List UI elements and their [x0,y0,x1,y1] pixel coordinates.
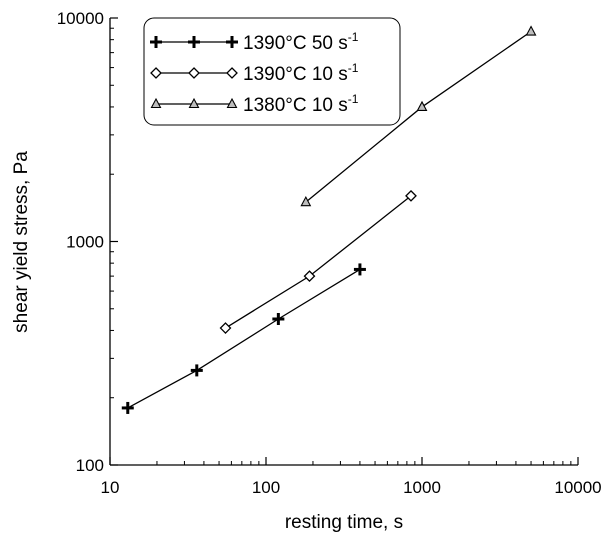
series-3-point [300,195,312,207]
legend-box [143,17,401,126]
series-3-point [416,100,428,111]
legend-marker [226,97,238,109]
y-tick-label: 100 [76,456,104,475]
tick-labels: 10 100 1000 10000 100 1000 10000 [57,9,602,497]
series-1-point [272,313,285,326]
legend-marker [150,36,162,48]
x-tick-label: 100 [252,478,280,497]
series-2-line [225,195,412,329]
series-layer [121,25,537,414]
legend-marker [188,97,200,109]
legend-marker [226,36,238,48]
legend-label: 1390°C 10 s-1 [243,61,359,85]
legend-marker [150,97,162,109]
x-tick-label: 10 [101,478,120,497]
legend-label: 1390°C 50 s-1 [243,30,359,54]
y-tick-label: 1000 [66,233,104,252]
y-axis-title: shear yield stress, Pa [11,151,32,333]
legend-marker [188,36,200,48]
series-2-point [219,322,232,334]
legend-marker [188,67,200,79]
series-3 [300,25,537,207]
series-1-point [190,364,203,377]
series-2-point [303,270,316,283]
series-2-point [405,189,417,202]
legend-marker [150,67,162,79]
series-2 [219,189,417,334]
legend-item-1: 1390°C 50 s-1 [150,30,359,54]
x-tick-label: 10000 [554,478,601,497]
series-1 [121,263,366,414]
legend-marker [226,67,238,79]
x-tick-label: 1000 [403,478,441,497]
legend-label: 1380°C 10 s-1 [243,92,359,116]
legend-item-2: 1390°C 10 s-1 [150,61,359,85]
series-1-line [127,268,361,409]
series-1-point [353,263,366,276]
axis-ticks [109,17,579,466]
x-axis-title: resting time, s [285,512,403,533]
series-3-point [525,25,537,36]
series-1-point [121,401,134,414]
legend-item-3: 1380°C 10 s-1 [150,92,359,116]
legend: 1390°C 50 s-1 1390°C 10 s-1 1380°C 10 s-1 [143,17,401,126]
y-tick-label: 10000 [57,9,104,28]
